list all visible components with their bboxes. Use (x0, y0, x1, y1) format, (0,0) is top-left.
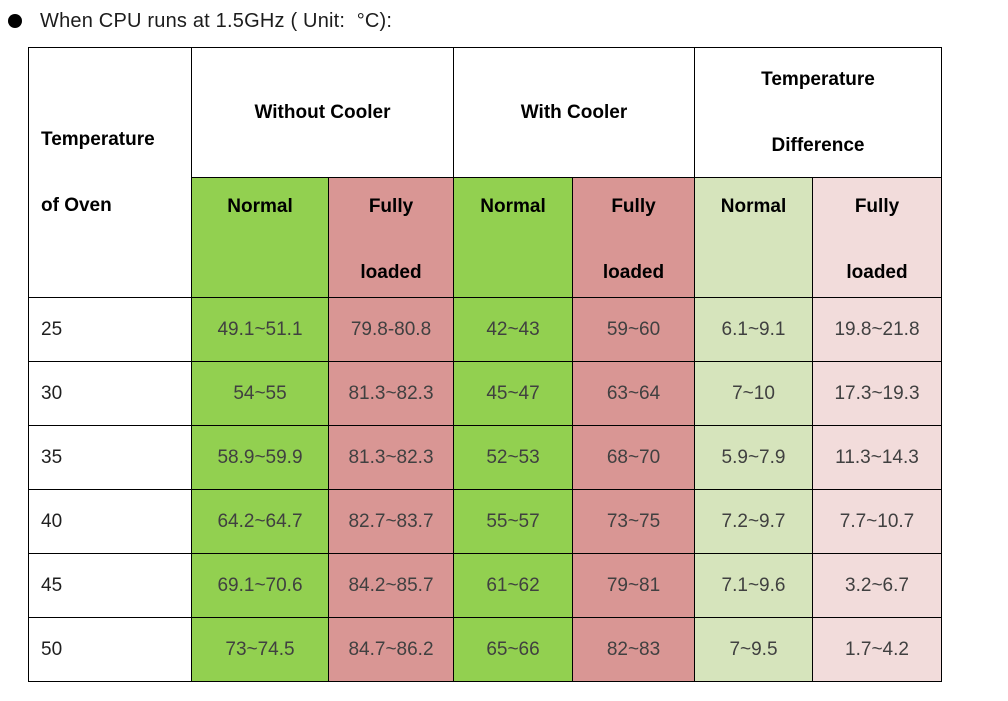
cell-with-cooler-normal: 55~57 (453, 489, 573, 554)
cell-difference-fully-loaded: 11.3~14.3 (812, 425, 942, 490)
cell-difference-normal: 7.2~9.7 (694, 489, 813, 554)
subheader-difference-normal: Normal (694, 177, 813, 298)
cell-with-cooler-fully-loaded: 63~64 (572, 361, 695, 426)
subheader-line-2: loaded (846, 262, 908, 283)
group-header-line-1: Temperature (761, 68, 875, 90)
corner-header-lines: Temperature of Oven (41, 129, 191, 217)
cell-difference-normal: 7~9.5 (694, 617, 813, 682)
row-label-oven-temp: 30 (28, 361, 192, 426)
cell-difference-fully-loaded: 1.7~4.2 (812, 617, 942, 682)
subheader-line-2: loaded (360, 262, 422, 283)
cell-with-cooler-fully-loaded: 73~75 (572, 489, 695, 554)
cell-difference-normal: 5.9~7.9 (694, 425, 813, 490)
table-row: 30 54~55 81.3~82.3 45~47 63~64 7~10 17.3… (28, 361, 942, 426)
subheader-line-1: Normal (480, 196, 546, 217)
subheader-line-1: Fully (854, 196, 900, 217)
cell-with-cooler-normal: 65~66 (453, 617, 573, 682)
row-label-oven-temp: 45 (28, 553, 192, 618)
group-header-line-1: Without Cooler (254, 101, 391, 123)
subheader-with-cooler-fully-loaded: Fully loaded (572, 177, 695, 298)
subheader-lines: Normal (455, 196, 572, 218)
cell-difference-fully-loaded: 19.8~21.8 (812, 297, 942, 362)
group-header-lines: Without Cooler (193, 101, 453, 124)
subheader-line-1: Fully (611, 196, 656, 217)
group-header-line-2: Difference (771, 134, 865, 156)
corner-header-line-1: Temperature (41, 128, 155, 150)
cell-with-cooler-fully-loaded: 59~60 (572, 297, 695, 362)
subheader-line-1: Fully (368, 196, 414, 217)
cell-without-cooler-normal: 54~55 (191, 361, 329, 426)
subheader-with-cooler-normal: Normal (453, 177, 573, 298)
cell-without-cooler-normal: 64.2~64.7 (191, 489, 329, 554)
group-header-line-1: With Cooler (520, 101, 628, 123)
cell-with-cooler-fully-loaded: 68~70 (572, 425, 695, 490)
row-label-oven-temp: 50 (28, 617, 192, 682)
cell-without-cooler-fully-loaded: 81.3~82.3 (328, 361, 454, 426)
cell-without-cooler-normal: 49.1~51.1 (191, 297, 329, 362)
cell-without-cooler-fully-loaded: 81.3~82.3 (328, 425, 454, 490)
cell-without-cooler-normal: 69.1~70.6 (191, 553, 329, 618)
cell-difference-normal: 6.1~9.1 (694, 297, 813, 362)
cell-with-cooler-fully-loaded: 79~81 (572, 553, 695, 618)
cell-with-cooler-fully-loaded: 82~83 (572, 617, 695, 682)
subheader-lines: Fully loaded (574, 196, 694, 284)
subheader-lines: Normal (193, 196, 328, 218)
corner-header-line-2: of Oven (41, 194, 112, 216)
cell-difference-fully-loaded: 17.3~19.3 (812, 361, 942, 426)
cpu-temperature-table: Temperature of Oven Without Cooler With … (28, 47, 942, 682)
group-header-without-cooler: Without Cooler (191, 47, 454, 178)
table-row: 25 49.1~51.1 79.8-80.8 42~43 59~60 6.1~9… (28, 297, 942, 362)
cell-without-cooler-fully-loaded: 84.2~85.7 (328, 553, 454, 618)
row-label-oven-temp: 35 (28, 425, 192, 490)
cell-with-cooler-normal: 61~62 (453, 553, 573, 618)
table-row: 45 69.1~70.6 84.2~85.7 61~62 79~81 7.1~9… (28, 553, 942, 618)
group-header-temperature-difference: Temperature Difference (694, 47, 942, 178)
subheader-line-2: loaded (602, 262, 665, 283)
cell-difference-normal: 7.1~9.6 (694, 553, 813, 618)
subheader-difference-fully-loaded: Fully loaded (812, 177, 942, 298)
cell-with-cooler-normal: 52~53 (453, 425, 573, 490)
group-header-with-cooler: With Cooler (453, 47, 695, 178)
section-title: When CPU runs at 1.5GHz ( Unit: °C): (40, 10, 393, 32)
section-title-row: When CPU runs at 1.5GHz ( Unit: °C): (8, 8, 392, 34)
table-row: 35 58.9~59.9 81.3~82.3 52~53 68~70 5.9~7… (28, 425, 942, 490)
cell-without-cooler-fully-loaded: 79.8-80.8 (328, 297, 454, 362)
corner-header-temperature-of-oven: Temperature of Oven (28, 47, 192, 298)
subheader-line-1: Normal (720, 196, 787, 217)
bullet-icon (8, 14, 22, 28)
subheader-without-cooler-normal: Normal (191, 177, 329, 298)
group-header-lines: With Cooler (455, 101, 694, 124)
row-label-oven-temp: 40 (28, 489, 192, 554)
header-group-row: Temperature of Oven Without Cooler With … (28, 47, 942, 298)
subheader-lines: Fully loaded (330, 196, 453, 284)
table-row: 40 64.2~64.7 82.7~83.7 55~57 73~75 7.2~9… (28, 489, 942, 554)
cell-without-cooler-normal: 58.9~59.9 (191, 425, 329, 490)
cell-difference-normal: 7~10 (694, 361, 813, 426)
cell-without-cooler-normal: 73~74.5 (191, 617, 329, 682)
cell-with-cooler-normal: 42~43 (453, 297, 573, 362)
subheader-lines: Fully loaded (814, 196, 941, 284)
cell-without-cooler-fully-loaded: 84.7~86.2 (328, 617, 454, 682)
cell-without-cooler-fully-loaded: 82.7~83.7 (328, 489, 454, 554)
subheader-without-cooler-fully-loaded: Fully loaded (328, 177, 454, 298)
subheader-lines: Normal (696, 196, 812, 218)
row-label-oven-temp: 25 (28, 297, 192, 362)
table-row: 50 73~74.5 84.7~86.2 65~66 82~83 7~9.5 1… (28, 617, 942, 682)
cell-difference-fully-loaded: 3.2~6.7 (812, 553, 942, 618)
header-sub-row: Normal Fully loaded Normal Fully (29, 177, 942, 298)
group-header-lines: Temperature Difference (696, 68, 941, 157)
cell-with-cooler-normal: 45~47 (453, 361, 573, 426)
cell-difference-fully-loaded: 7.7~10.7 (812, 489, 942, 554)
subheader-line-1: Normal (227, 196, 293, 217)
